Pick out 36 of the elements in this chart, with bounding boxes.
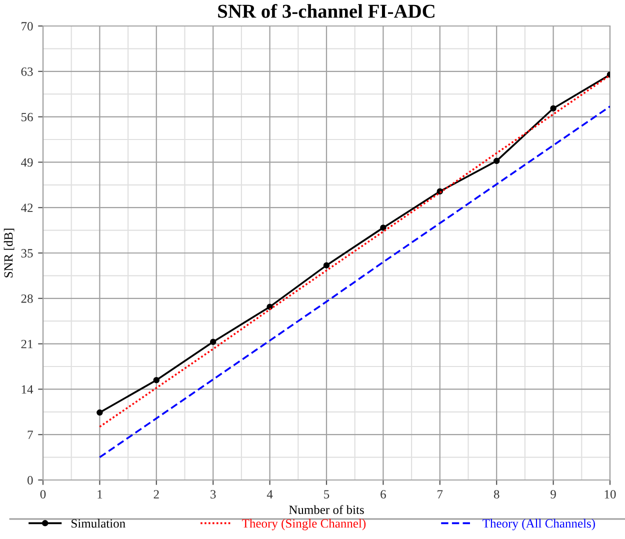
y-tick-label: 14 [22, 385, 34, 394]
x-axis-title: Number of bits [289, 505, 364, 514]
y-tick-label: 35 [21, 249, 33, 258]
legend-label: Theory (Single Channel) [242, 518, 366, 530]
y-tick-label: 42 [21, 204, 33, 212]
line-series [98, 106, 610, 458]
x-tick-label: 1 [98, 490, 102, 498]
legend-label: Simulation [72, 518, 126, 528]
point [493, 158, 500, 164]
point [550, 105, 556, 112]
x-tick-label: 10 [604, 490, 616, 499]
y-tick-label: 21 [21, 340, 33, 348]
x-tick-label: 0 [40, 490, 46, 499]
chart-title: SNR of 3-channel FI-ADC [218, 4, 434, 18]
x-tick-label: 4 [266, 490, 273, 498]
y-axis-title: SNR [dB] [4, 228, 14, 278]
y-tick-label: 28 [21, 294, 33, 303]
x-tick-label: 8 [494, 490, 500, 499]
point [153, 376, 160, 384]
x-tick-label: 7 [438, 490, 443, 498]
point [96, 409, 103, 416]
x-tick-label: 5 [324, 490, 330, 499]
x-tick-label: 6 [380, 490, 386, 499]
point [380, 224, 386, 231]
x-tick-label: 9 [550, 490, 556, 499]
point [323, 262, 330, 268]
y-tick-label: 49 [21, 158, 33, 167]
y-tick-label: 7 [28, 430, 33, 439]
x-tick-label: 2 [154, 490, 159, 498]
y-tick-label: 70 [22, 22, 33, 30]
y-tick-label: 0 [28, 476, 33, 484]
y-tick-label: 63 [21, 67, 33, 76]
y-tick-label: 56 [22, 112, 33, 122]
legend-label: Theory (All Channels) [482, 518, 595, 530]
x-tick-label: 3 [210, 490, 216, 499]
point [210, 338, 216, 345]
